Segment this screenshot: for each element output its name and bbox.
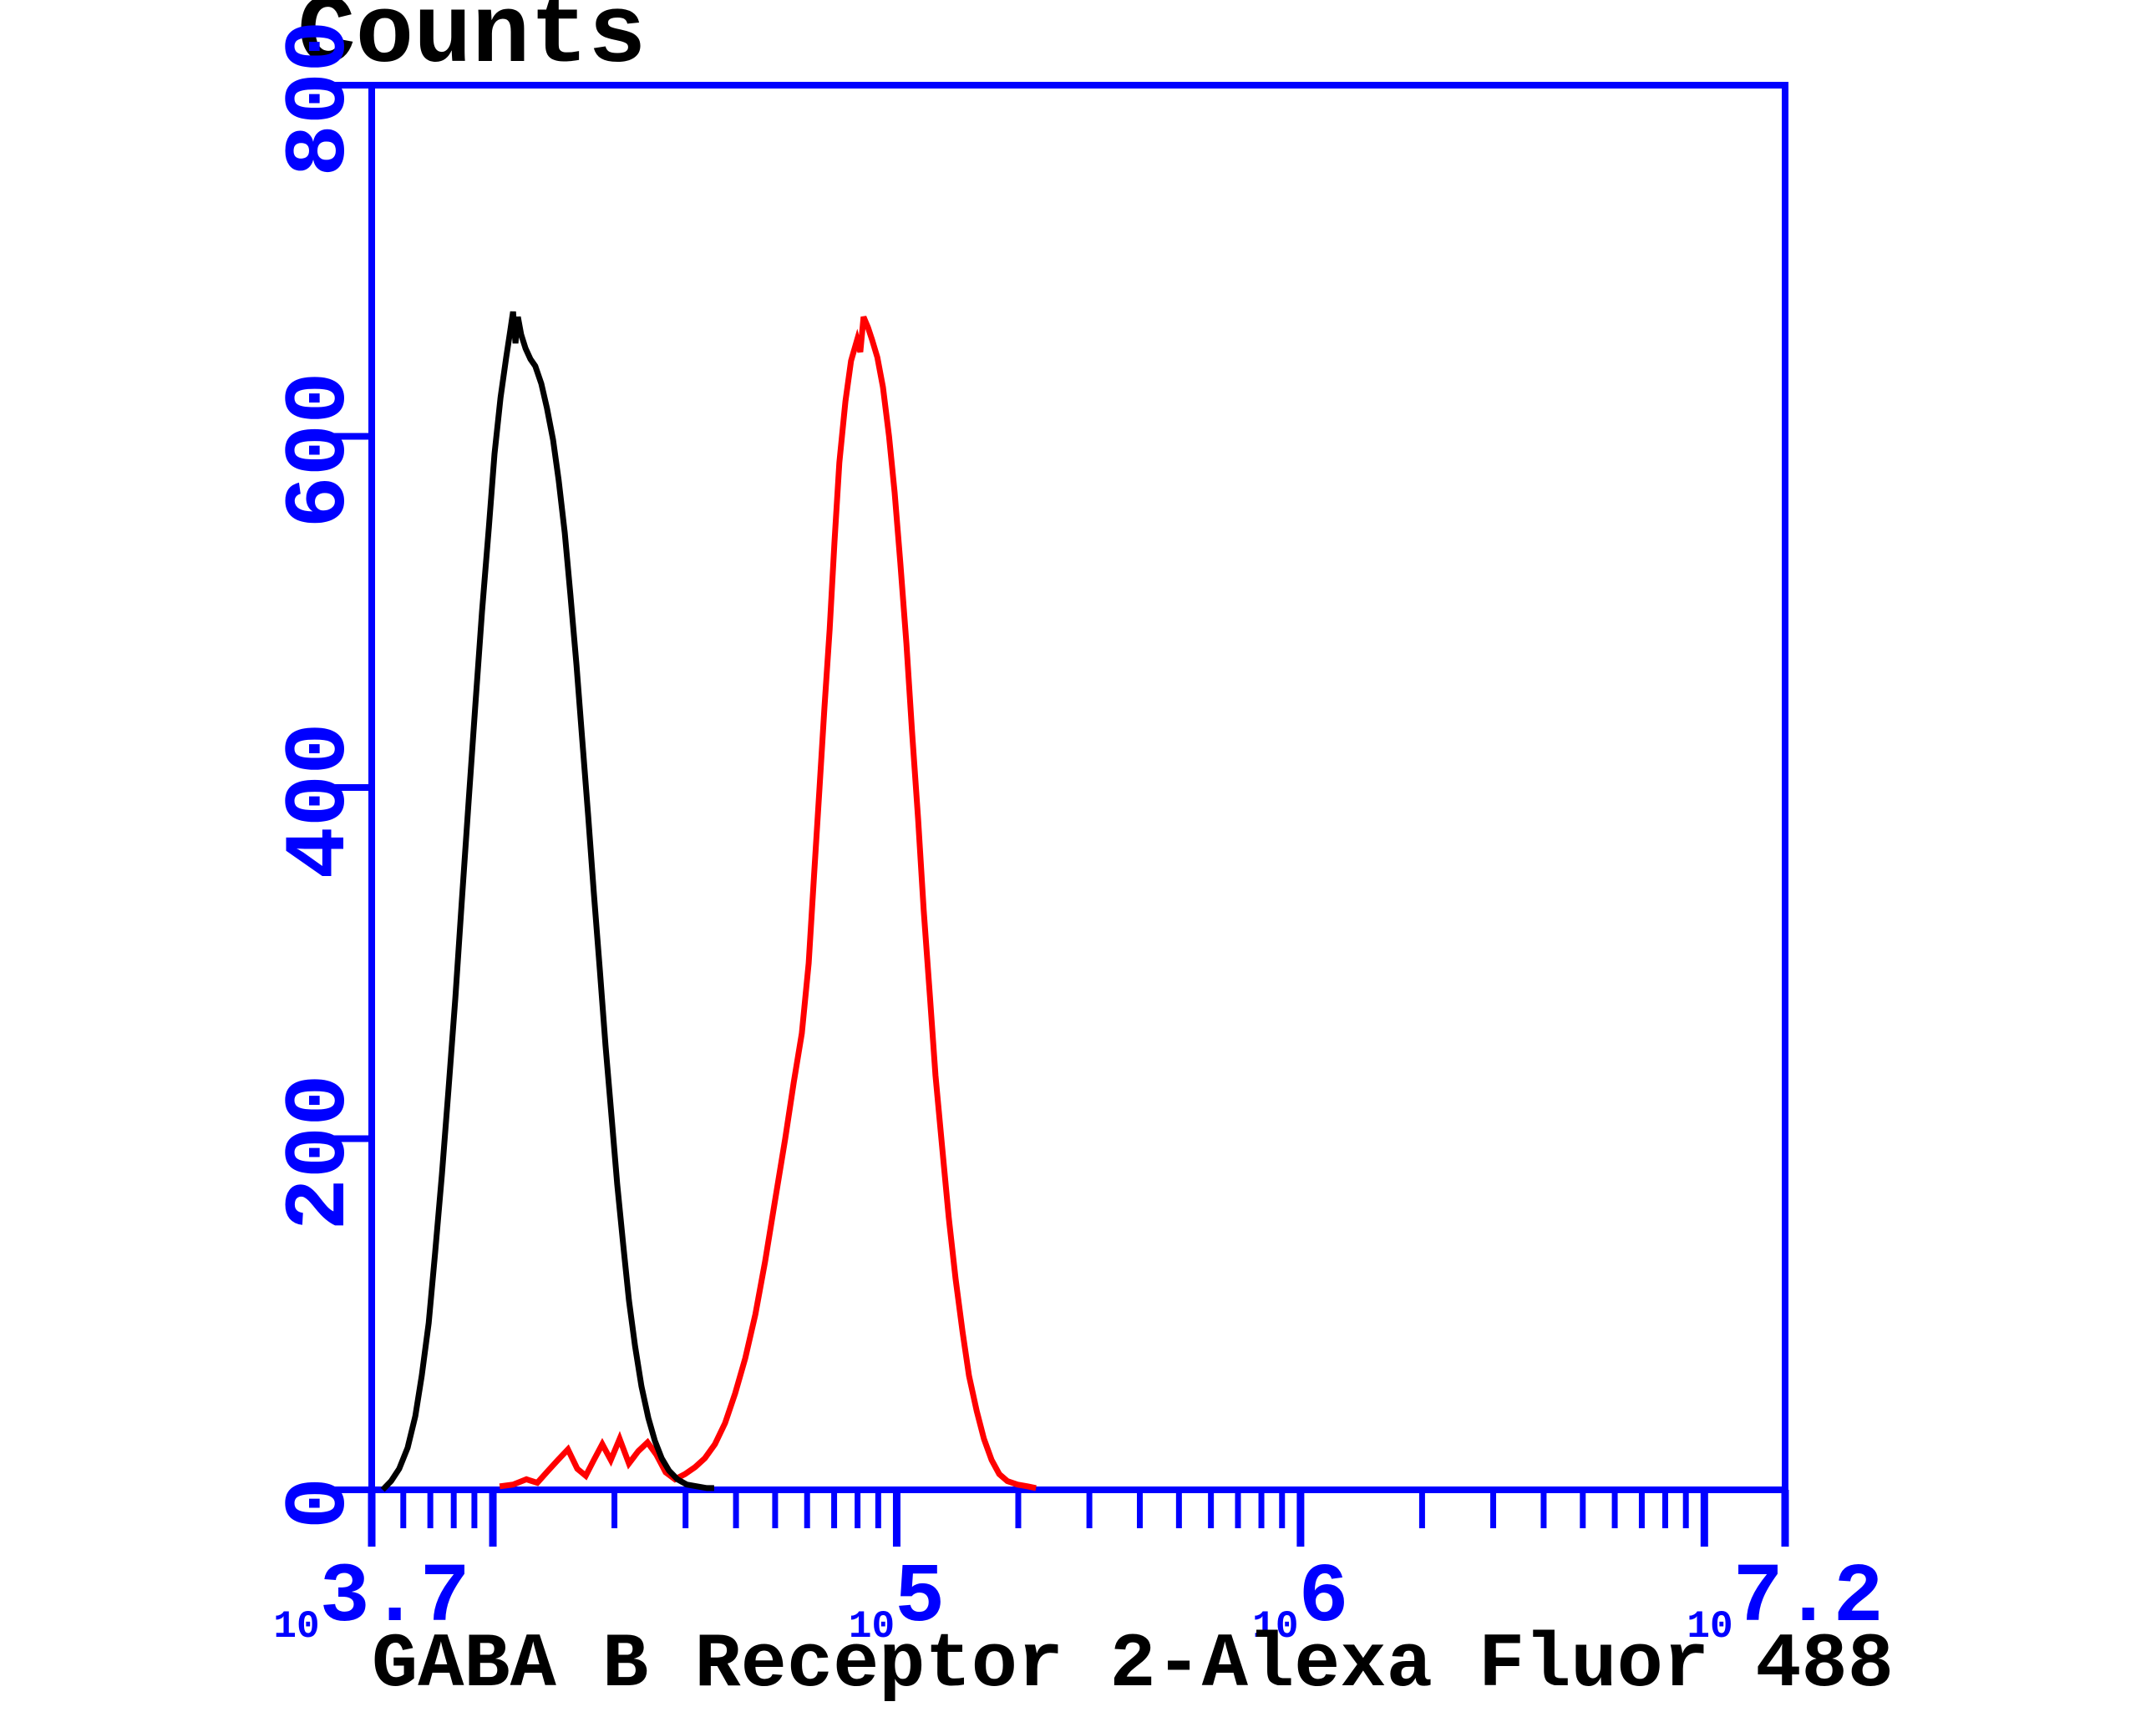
x-tick-base-10: 10 [848, 1605, 895, 1649]
y-tick-label-600: 600 [271, 371, 370, 529]
x-tick-exponent: 7.2 [1732, 1552, 1884, 1646]
x-tick-base-10: 10 [1687, 1605, 1733, 1649]
y-axis-title: Counts [297, 0, 647, 90]
x-tick-exponent: 3.7 [319, 1552, 470, 1646]
control-histogram-curve [380, 311, 714, 1492]
x-tick-exponent: 5 [895, 1552, 946, 1646]
y-tick-label-0: 0 [271, 1476, 370, 1530]
x-tick-label-10e3.7: 10 3.7 [273, 1550, 470, 1649]
x-tick-label-10e6: 10 6 [1252, 1550, 1349, 1649]
y-axis-ticks [323, 82, 372, 1493]
sample-histogram-curve [499, 316, 1037, 1492]
histogram-curves [380, 311, 1037, 1492]
x-axis-ticks [368, 1490, 1789, 1547]
x-tick-exponent: 6 [1298, 1552, 1349, 1646]
x-tick-label-10e5: 10 5 [848, 1550, 946, 1649]
y-tick-label-200: 200 [271, 1073, 370, 1231]
y-tick-label-400: 400 [271, 722, 370, 879]
x-tick-base-10: 10 [1252, 1605, 1299, 1649]
x-tick-label-10e7.2: 10 7.2 [1687, 1550, 1884, 1649]
y-tick-label-800: 800 [271, 20, 370, 177]
x-tick-base-10: 10 [273, 1605, 320, 1649]
x-axis-title: GABA B Receptor 2-Alexa Fluor 488 [372, 1621, 1894, 1709]
